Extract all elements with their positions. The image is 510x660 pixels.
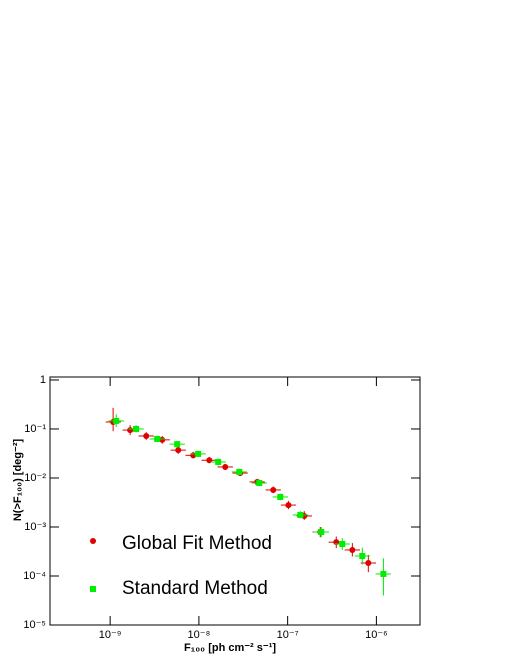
point [195,450,202,457]
x-axis-title: F₁₀₀ [ph cm⁻² s⁻¹] [184,642,276,654]
x-tick-label: 10⁻⁶ [365,629,388,641]
y-tick-label: 10⁻⁵ [23,619,46,631]
point [339,540,346,547]
y-tick-label: 10⁻² [24,472,46,484]
y-tick-label: 10⁻³ [24,521,46,533]
point [277,493,284,500]
point [236,468,243,475]
point [159,436,166,443]
point [133,425,140,432]
point [154,435,161,442]
point [270,486,277,493]
point [365,560,372,567]
point [113,417,120,424]
y-tick-label: 10⁻⁴ [23,570,46,582]
point [215,458,222,465]
point [175,447,182,454]
point [222,463,229,470]
y-tick-label: 10⁻¹ [24,423,46,435]
point [174,441,181,448]
point [349,546,356,553]
point [127,427,134,434]
point [256,480,263,487]
x-tick-label: 10⁻⁷ [277,629,299,641]
point [359,552,366,559]
y-tick-label: 1 [40,374,46,386]
x-tick-label: 10⁻⁹ [99,629,122,641]
legend-label: Global Fit Method [122,533,272,554]
y-axis-title: N(>F₁₀₀) [deg⁻²] [12,439,24,522]
legend-marker [90,586,96,592]
x-tick-label: 10⁻⁸ [188,629,211,641]
point [285,502,292,509]
plot-frame [49,376,421,626]
point [143,432,150,439]
point [318,529,325,536]
point [380,570,387,577]
legend-label: Standard Method [122,578,268,599]
point [297,511,304,518]
legend-marker [90,538,96,544]
